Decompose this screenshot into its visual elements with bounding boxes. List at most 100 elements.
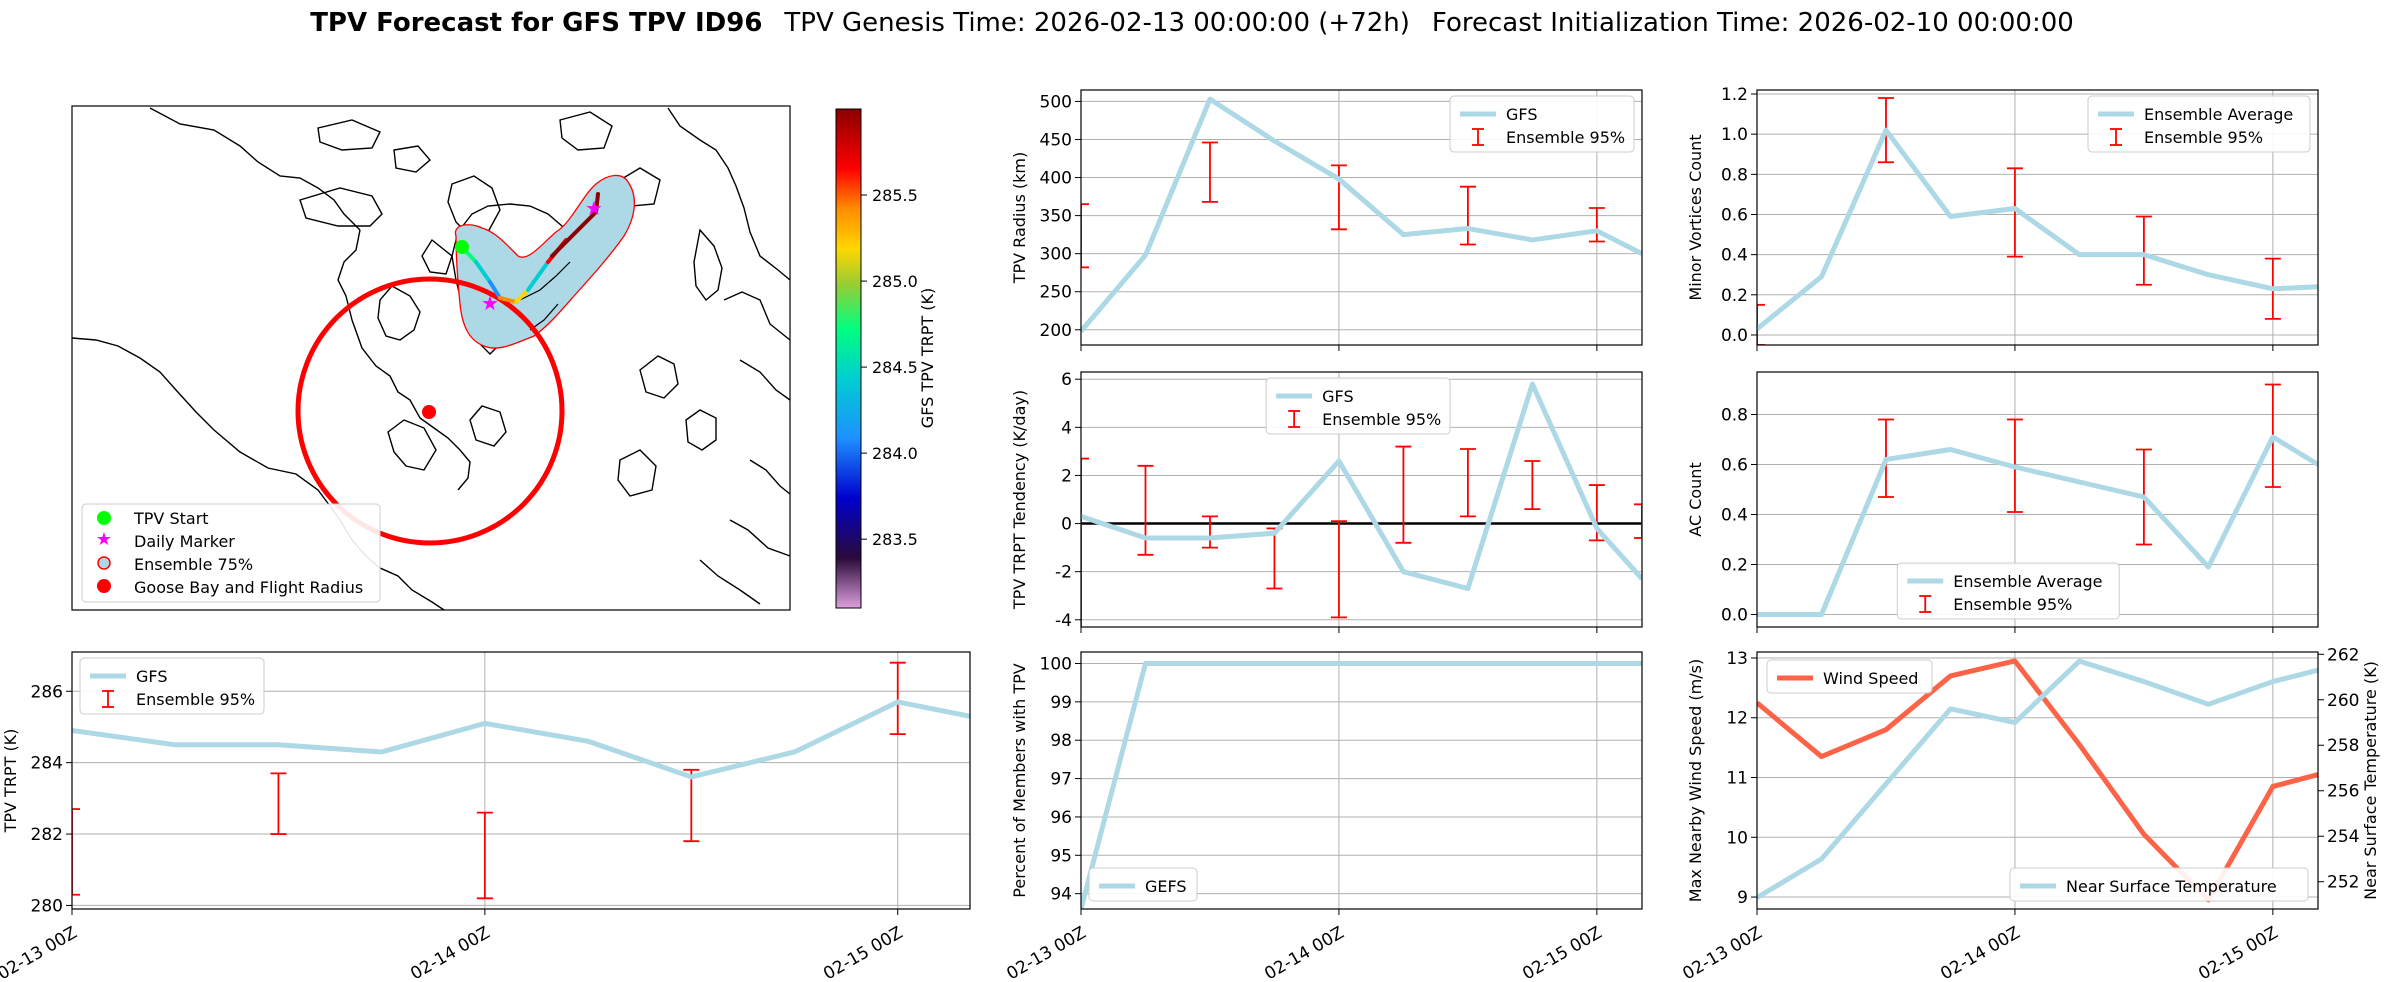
error-bar: [1459, 448, 1476, 518]
daily-marker: ★: [481, 291, 499, 315]
y-tick-label: 0.8: [1721, 165, 1748, 185]
error-bar: [476, 811, 493, 900]
map-panel: ★ ★ ★ TPV Start Daily Marker Ensemble 75…: [71, 105, 937, 611]
x-tick-label: 02-14 00Z: [1937, 923, 2023, 982]
chart-panel-wind: 9 10 11 12 13 02-13 00Z 02-14 00Z 02-15 00Z Max …: [1679, 645, 2380, 982]
x-tick-label: 02-14 00Z: [407, 923, 493, 982]
y-tick-label: 0.6: [1721, 205, 1748, 225]
y-axis-label: AC Count: [1686, 462, 1705, 536]
map-legend: ★ TPV Start Daily Marker Ensemble 75% Go…: [81, 503, 381, 603]
y-tick-label: 450: [1040, 130, 1072, 150]
plot-area: [1081, 652, 1642, 909]
y-tick-label: 11: [1726, 769, 1748, 789]
chart-panel-radius: 200 250 300 350 400 450 500 TPV Radius (km) GFS E…: [1010, 89, 1643, 351]
error-bar: [1081, 457, 1089, 627]
chart-panel-trpt: 280 282 284 286 02-13 00Z 02-14 00Z 02-15 00Z T…: [0, 651, 971, 982]
chart-legend: GFS Ensemble 95%: [1265, 377, 1451, 435]
error-bar: [1330, 164, 1347, 231]
series-line: [1081, 661, 1642, 909]
chart-legend: GFS Ensemble 95%: [79, 657, 265, 715]
colorbar-tick-label: 284.0: [872, 444, 918, 463]
y2-tick-label: 258: [2327, 736, 2359, 756]
error-bar: [270, 772, 287, 835]
legend-box: [1088, 867, 1198, 902]
legend-label: GFS: [1322, 387, 1353, 406]
y-tick-label: 0: [1061, 515, 1072, 535]
chart-panel-tendency: -4 -2 0 2 4 6 TPV TRPT Tendency (K/day) GFS Ense…: [1010, 370, 1643, 633]
x-tick-label: 02-14 00Z: [1261, 923, 1347, 982]
axes-frame: [1080, 651, 1643, 910]
y-tick-label: 0.4: [1721, 506, 1748, 526]
colorbar-tick-label: 285.0: [872, 272, 918, 291]
legend-label: GFS: [136, 667, 167, 686]
y-tick-label: 1.2: [1721, 85, 1748, 105]
chart-legend: Near Surface Temperature: [2009, 867, 2309, 902]
y-tick-label: 96: [1050, 808, 1072, 828]
y-tick-label: 100: [1040, 655, 1072, 675]
svg-text:★: ★: [96, 529, 112, 550]
chart-legend: GEFS: [1088, 867, 1198, 902]
y-tick-label: 0.8: [1721, 406, 1748, 426]
y-tick-label: 95: [1050, 846, 1072, 866]
legend-label: Ensemble Average: [1953, 572, 2102, 591]
y2-tick-label: 260: [2327, 691, 2359, 711]
y2-tick-label: 252: [2327, 873, 2359, 893]
error-bar: [2006, 167, 2023, 258]
x-tick-label: 02-13 00Z: [0, 923, 81, 982]
error-bar: [1757, 303, 1765, 345]
plot-content: [72, 661, 970, 900]
y-tick-label: 0.0: [1721, 606, 1748, 626]
y-tick-label: 0.0: [1721, 326, 1748, 346]
plot-content: [1757, 383, 2318, 617]
y2-axis-label: Near Surface Temperature (K): [2361, 661, 2380, 900]
x-tick-label: 02-15 00Z: [820, 923, 906, 982]
error-bar: [889, 661, 906, 735]
y-tick-label: 280: [31, 896, 63, 916]
plot-content: [1757, 658, 2318, 903]
legend-label: Near Surface Temperature: [2066, 877, 2277, 896]
legend-label: GEFS: [1145, 877, 1187, 896]
series-line: [1081, 96, 1642, 333]
figure-title: TPV Forecast for GFS TPV ID96 TPV Genesis…: [310, 8, 2074, 38]
error-bar: [1330, 520, 1347, 619]
chart-legend: Wind Speed: [1766, 659, 1933, 694]
axes-frame: [1756, 651, 2319, 910]
map-legend-label: TPV Start: [133, 509, 209, 528]
error-bar: [683, 768, 700, 843]
legend-box: [2087, 95, 2311, 153]
plot-content: [1081, 661, 1642, 909]
colorbar-tick-label: 284.5: [872, 358, 918, 377]
colorbar: 285.5 285.0 284.5 284.0 283.5 GFS TPV TRPT (…: [835, 108, 937, 609]
y-tick-label: -4: [1055, 611, 1072, 631]
y-tick-label: 0.2: [1721, 286, 1748, 306]
error-bar: [72, 808, 80, 896]
error-bar: [1588, 207, 1605, 243]
plot-content: [1757, 97, 2318, 345]
y-tick-label: 10: [1726, 828, 1748, 848]
chart-panel-members: 94 95 96 97 98 99 100 02-13 00Z 02-14 00Z 02-15 0…: [1003, 651, 1643, 982]
coastlines: [72, 107, 790, 610]
legend-label: Ensemble 95%: [1322, 410, 1441, 429]
y-tick-label: 250: [1040, 283, 1072, 303]
y-tick-label: 6: [1061, 370, 1072, 390]
daily-marker: ★: [585, 196, 603, 220]
legend-box: [2009, 867, 2309, 902]
legend-label: Ensemble Average: [2144, 105, 2293, 124]
y-tick-label: 284: [31, 754, 63, 774]
y-tick-label: 1.0: [1721, 125, 1748, 145]
error-bar: [1395, 445, 1412, 544]
colorbar-label: GFS TPV TRPT (K): [918, 288, 937, 428]
y-axis-label: TPV TRPT (K): [1, 729, 20, 834]
series-line: [1081, 381, 1642, 592]
x-tick-label: 02-15 00Z: [2195, 923, 2281, 982]
y-tick-label: 99: [1050, 693, 1072, 713]
legend-label: Ensemble 95%: [2144, 128, 2263, 147]
y-tick-label: 4: [1061, 418, 1072, 438]
colorbar-tick-label: 285.5: [872, 186, 918, 205]
map-legend-label: Goose Bay and Flight Radius: [134, 578, 363, 597]
legend-box: [79, 657, 265, 715]
legend-label: Ensemble 95%: [136, 690, 255, 709]
map-legend-label: Ensemble 75%: [134, 555, 253, 574]
y-tick-label: 12: [1726, 709, 1748, 729]
